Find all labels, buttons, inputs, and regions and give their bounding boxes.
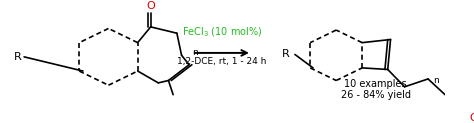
Text: R: R xyxy=(282,49,290,59)
Text: O: O xyxy=(146,1,155,11)
Text: FeCl$_3$ (10 mol%): FeCl$_3$ (10 mol%) xyxy=(182,25,262,39)
Text: 26 - 84% yield: 26 - 84% yield xyxy=(340,91,410,100)
Text: R: R xyxy=(14,52,21,62)
Text: n: n xyxy=(192,48,198,57)
Text: 1,2-DCE, rt, 1 - 24 h: 1,2-DCE, rt, 1 - 24 h xyxy=(177,57,266,66)
Text: O: O xyxy=(470,113,474,123)
Text: 10 examples: 10 examples xyxy=(344,79,407,89)
Text: n: n xyxy=(433,76,438,85)
